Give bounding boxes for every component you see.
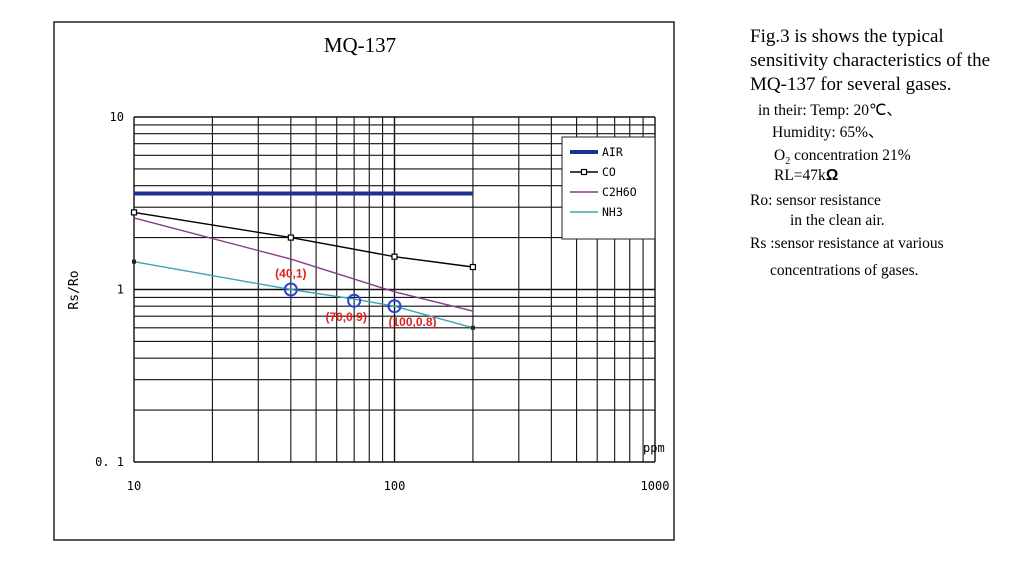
data-point-nh3 <box>470 325 475 330</box>
annotation-label: (100,0.8) <box>388 315 436 329</box>
rl-value: RL=47k <box>774 167 826 184</box>
oxygen-symbol: O <box>774 147 786 164</box>
temperature-condition: in their: Temp: 20℃、 <box>758 102 902 119</box>
grid <box>133 116 656 463</box>
legend-label-air: AIR <box>602 145 623 159</box>
oxygen-subscript: 2 <box>785 156 791 168</box>
annotation-marker <box>347 293 362 308</box>
series-lines <box>130 191 477 330</box>
data-point-co <box>469 263 477 271</box>
x-tick-label: 100 <box>384 479 406 493</box>
ro-definition-line1: Ro: sensor resistance <box>750 192 881 209</box>
annotations: (40,1) (70,0.9) (100,0.8) <box>275 267 436 330</box>
oxygen-concentration: concentration 21% <box>790 147 911 164</box>
rl-unit: Ω <box>825 167 839 184</box>
annotation-label: (40,1) <box>275 267 306 281</box>
y-tick-label: 1 <box>117 283 124 297</box>
legend: AIR CO C2H6O NH3 <box>561 136 656 240</box>
x-tick-label: 10 <box>127 479 141 493</box>
sensitivity-chart: MQ-137 10 100 1000 10 1 0. 1 Rs/Ro ppm (40,1)… <box>53 21 675 541</box>
axis-tick-labels: 10 100 1000 10 1 0. 1 <box>95 110 669 493</box>
rs-definition-line2: concentrations of gases. <box>770 262 919 279</box>
series-line-co <box>133 211 473 268</box>
ro-definition-line2: in the clean air. <box>790 212 885 229</box>
series-line-c2h6o <box>133 217 474 312</box>
annotation-label: (70,0.9) <box>325 310 366 324</box>
data-point-co <box>287 234 294 241</box>
y-axis-label: Rs/Ro <box>67 270 82 309</box>
legend-marker-co <box>580 168 588 176</box>
humidity-condition: Humidity: 65%、 <box>772 124 884 141</box>
oxygen-condition: O2 concentration 21% <box>774 146 911 171</box>
legend-label-co: CO <box>602 165 616 179</box>
load-resistance-condition: RL=47kΩ <box>774 166 838 185</box>
data-point-co <box>130 209 138 216</box>
figure-description: Fig.3 is shows the typical sensitivity c… <box>750 26 991 95</box>
x-axis-label: ppm <box>643 441 665 455</box>
data-point-co <box>391 253 398 260</box>
legend-label-nh3: NH3 <box>602 205 623 219</box>
annotation-marker <box>387 299 402 314</box>
chart-frame <box>53 21 675 541</box>
series-line-nh3 <box>133 261 474 329</box>
annotation-marker <box>283 282 298 297</box>
y-tick-label: 0. 1 <box>95 455 124 469</box>
data-point-nh3 <box>132 259 136 264</box>
rs-definition-line1: Rs :sensor resistance at various <box>750 235 944 252</box>
legend-label-c2h6o: C2H6O <box>602 185 637 199</box>
y-tick-label: 10 <box>110 110 124 124</box>
x-tick-label: 1000 <box>641 479 670 493</box>
chart-title: MQ-137 <box>324 33 396 57</box>
